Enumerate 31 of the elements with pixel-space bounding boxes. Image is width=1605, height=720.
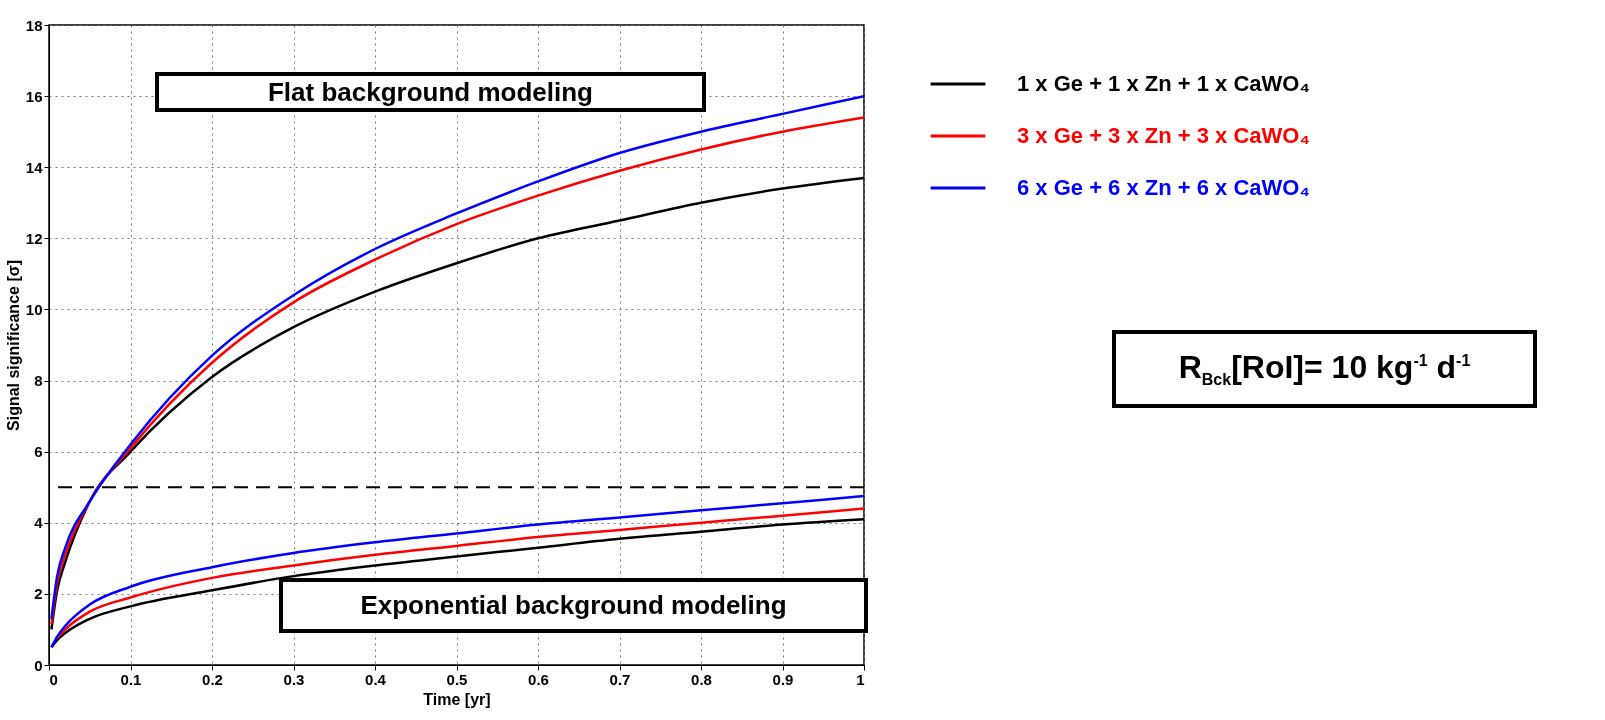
x-tick-label: 0.2: [202, 670, 223, 688]
y-tick-label: 16: [25, 87, 43, 105]
text-box: R$_{Bck}$[RoI]= 10 kg$^{-1}$ d$^{-1}$: [1112, 330, 1537, 408]
y-axis-title: Signal significance [σ]: [4, 260, 22, 431]
x-tick-label: 0.7: [609, 670, 631, 688]
text-box: Exponential background modeling: [279, 578, 868, 633]
x-tick-label: 0: [49, 670, 58, 688]
y-tick-label: 14: [25, 158, 44, 176]
x-tick-label: 0.4: [365, 670, 387, 688]
y-tick-label: 2: [34, 585, 43, 603]
y-tick-label: 8: [34, 372, 43, 390]
x-tick-label: 0.1: [120, 670, 142, 688]
x-axis-title: Time [yr]: [423, 690, 491, 708]
x-tick-label: 0.6: [528, 670, 549, 688]
x-tick-label: 0.5: [446, 670, 468, 688]
y-tick-label: 12: [25, 229, 43, 247]
annotation: Flat background modeling: [267, 76, 593, 108]
x-tick-label: 0.3: [283, 670, 305, 688]
legend-label: 6 x Ge + 6 x Zn + 6 x CaWO₄: [1017, 175, 1310, 200]
y-tick-label: 4: [34, 514, 44, 532]
y-tick-label: 18: [25, 16, 43, 34]
y-tick-label: 6: [34, 443, 43, 461]
legend-label: 3 x Ge + 3 x Zn + 3 x CaWO₄: [1017, 123, 1310, 148]
x-tick-label: 0.9: [772, 670, 794, 688]
y-tick-label: 0: [34, 656, 43, 674]
x-tick-label: 1: [856, 670, 865, 688]
x-tick-label: 0.8: [691, 670, 712, 688]
annotation: Exponential background modeling: [360, 590, 787, 621]
legend-label: 1 x Ge + 1 x Zn + 1 x CaWO₄: [1017, 71, 1310, 96]
y-tick-label: 10: [25, 300, 43, 318]
text-box: Flat background modeling: [155, 72, 706, 112]
